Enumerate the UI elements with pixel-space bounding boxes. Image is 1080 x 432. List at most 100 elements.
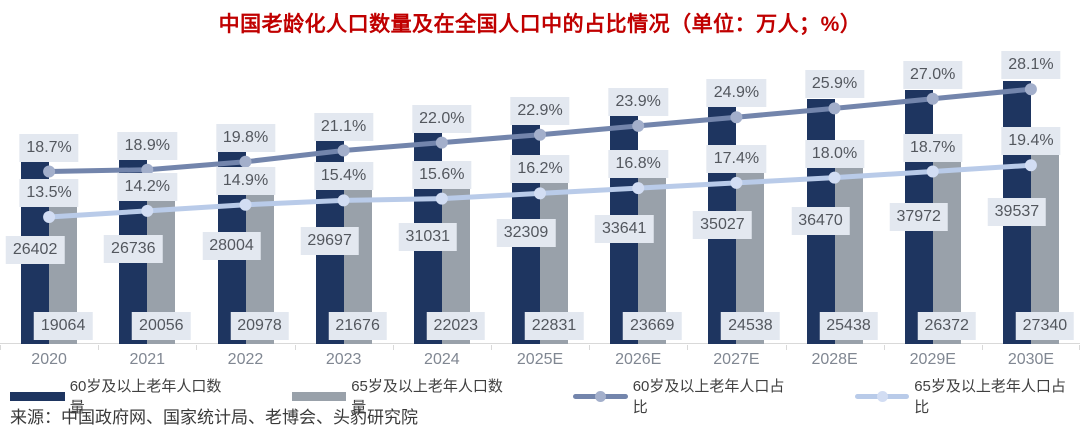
bar-label-65plus: 20978 (230, 312, 289, 340)
pct-label-65plus: 16.8% (608, 150, 668, 179)
axis-tick (294, 345, 296, 350)
bar-label-65plus: 22023 (426, 312, 486, 340)
line-marker-65plus (534, 187, 546, 200)
bar-label-65plus: 20056 (132, 312, 191, 340)
data-labels-layer: 26402 19064 18.7% 13.5% 26736 20056 18.9% 14.2%… (0, 51, 1080, 344)
axis-tick (687, 345, 689, 350)
axis-tick (785, 345, 787, 350)
line-marker-65plus (337, 194, 350, 207)
source-text: 来源：中国政府网、国家统计局、老博会、头豹研究院 (10, 408, 418, 427)
bar-label-60plus: 28004 (202, 231, 261, 260)
legend-item-65plus-count: 65岁及以上老年人口数量 (291, 375, 518, 417)
bar-label-60plus: 37972 (889, 202, 948, 231)
legend-item-60plus-share: 60岁及以上老年人口占比 (573, 375, 799, 417)
pct-label-65plus: 14.9% (215, 166, 276, 195)
bar-label-65plus: 22831 (524, 312, 584, 340)
pct-label-60plus: 25.9% (804, 70, 865, 99)
legend-label-65plus-count: 65岁及以上老年人口数量 (351, 378, 503, 416)
line-marker-65plus (828, 171, 841, 184)
line-marker-60plus (239, 155, 252, 168)
pct-label-60plus: 23.9% (608, 87, 668, 116)
legend-label-65plus-share: 65岁及以上老年人口占比 (914, 378, 1066, 416)
line-marker-60plus (632, 119, 645, 132)
line-marker-65plus (43, 211, 56, 223)
legend-line-swatch-65plus-icon (854, 390, 910, 402)
x-axis-label: 2024 (424, 351, 460, 368)
line-marker-60plus (43, 165, 56, 178)
x-axis-label: 2021 (129, 351, 166, 368)
axis-tick (0, 345, 1, 350)
x-axis-label: 2023 (325, 351, 362, 368)
legend-label-60plus-count: 60岁及以上老年人口数量 (69, 378, 222, 416)
line-marker-60plus (534, 128, 546, 141)
line-marker-65plus (926, 165, 939, 178)
axis-tick (98, 345, 100, 350)
line-marker-60plus (141, 163, 154, 176)
x-axis-label: 2029E (909, 351, 956, 368)
bar-label-60plus: 36470 (791, 207, 850, 236)
lines-layer (43, 83, 1037, 223)
x-axis-label: 2028E (811, 351, 858, 368)
line-marker-60plus (926, 92, 939, 105)
axis-tick (196, 345, 198, 350)
line-marker-60plus (1024, 83, 1037, 96)
pct-label-65plus: 16.2% (510, 155, 570, 184)
bar-label-65plus: 19064 (33, 312, 93, 340)
pct-label-65plus: 19.4% (1001, 127, 1061, 156)
line-marker-60plus (828, 102, 841, 115)
x-axis-labels: 2020 2021 2022 2023 2024 2025E 2026E 2027E 2028E… (0, 351, 1080, 369)
x-axis-label: 2025E (516, 351, 564, 368)
line-marker-60plus (435, 136, 448, 149)
legend-line-swatch-60plus-icon (573, 390, 628, 402)
pct-label-65plus: 15.6% (412, 160, 472, 189)
bar-label-65plus: 23669 (622, 312, 682, 340)
legend-bar-swatch-60plus-icon (10, 391, 65, 401)
legend-item-60plus-count: 60岁及以上老年人口数量 (10, 375, 236, 417)
line-marker-65plus (730, 176, 743, 189)
bar-label-65plus: 21676 (328, 312, 387, 340)
bar-label-65plus: 25438 (819, 312, 878, 340)
bar-label-65plus: 26372 (917, 312, 976, 340)
pct-label-65plus: 17.4% (706, 144, 767, 173)
legend-label-60plus-share: 60岁及以上老年人口占比 (632, 378, 785, 416)
pct-label-65plus: 15.4% (313, 162, 374, 191)
pct-label-60plus: 18.7% (19, 133, 79, 162)
line-marker-65plus (1024, 159, 1037, 172)
axis-tick (883, 345, 885, 350)
x-axis-label: 2030E (1007, 351, 1055, 368)
x-axis-label: 2027E (713, 351, 760, 368)
bar-label-60plus: 32309 (496, 219, 556, 248)
pct-label-60plus: 18.9% (117, 131, 177, 160)
pct-label-65plus: 13.5% (19, 179, 79, 207)
chart-title: 中国老龄化人口数量及在全国人口中的占比情况（单位：万人；%） (218, 13, 862, 36)
pct-label-60plus: 19.8% (215, 123, 276, 152)
line-marker-65plus (239, 198, 252, 211)
bar-label-60plus: 26736 (104, 235, 163, 264)
x-axis-label: 2020 (31, 351, 67, 368)
pct-label-65plus: 14.2% (117, 172, 177, 201)
x-axis-label: 2026E (615, 351, 662, 368)
pct-label-60plus: 27.0% (903, 60, 963, 89)
axis-tick (981, 345, 983, 350)
legend-item-65plus-share: 65岁及以上老年人口占比 (854, 375, 1080, 417)
legend-bar-swatch-65plus-icon (291, 391, 347, 401)
line-marker-65plus (141, 204, 154, 217)
axis-tick (392, 345, 394, 350)
legend: 60岁及以上老年人口数量 65岁及以上老年人口数量 60岁及以上老年人口占比 6… (10, 375, 1080, 417)
bar-label-60plus: 26402 (5, 236, 65, 265)
pct-label-60plus: 21.1% (313, 112, 374, 141)
bar-label-60plus: 39537 (987, 198, 1047, 227)
bar-label-65plus: 27340 (1015, 312, 1075, 340)
bar-label-60plus: 31031 (398, 223, 458, 251)
bar-label-60plus: 29697 (300, 226, 359, 255)
line-marker-65plus (632, 182, 645, 195)
axis-tick (490, 345, 492, 350)
bar-label-65plus: 24538 (721, 312, 780, 340)
x-axis-ticks (0, 345, 1080, 350)
pct-label-60plus: 22.9% (510, 96, 570, 125)
axis-tick (589, 345, 591, 350)
bar-label-60plus: 35027 (693, 211, 752, 240)
pct-label-60plus: 22.0% (412, 104, 472, 133)
bar-label-60plus: 33641 (594, 215, 654, 244)
